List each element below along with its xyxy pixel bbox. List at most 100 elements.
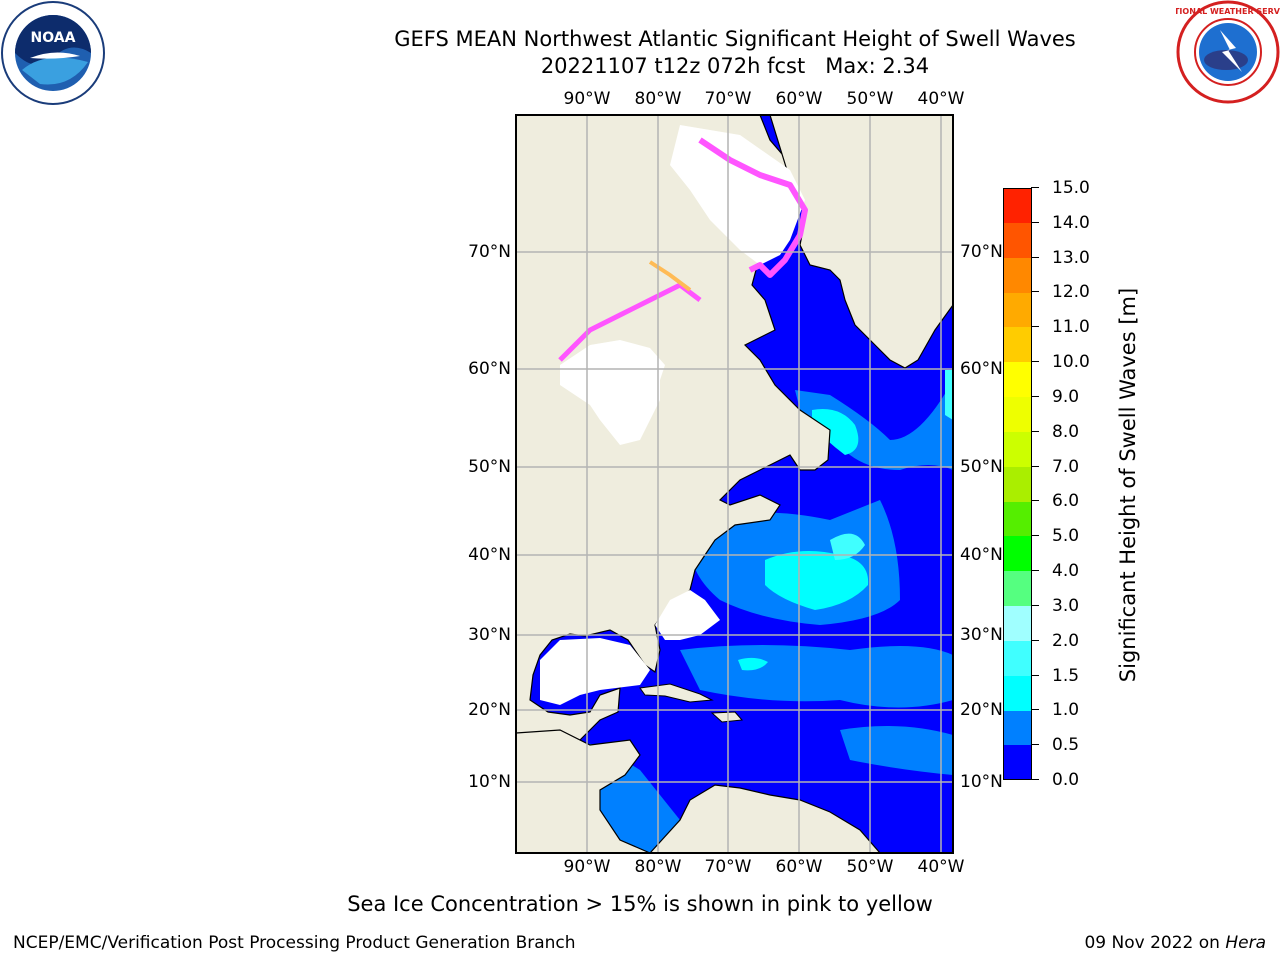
lat-label-right: 20°N <box>960 700 1003 720</box>
colorbar-tick-label: 7.0 <box>1052 456 1080 477</box>
lon-label-top: 70°W <box>704 89 752 109</box>
colorbar-tick <box>1031 500 1039 502</box>
colorbar-tick <box>1031 326 1039 328</box>
lat-label-left: 10°N <box>468 772 511 792</box>
colorbar-tick <box>1031 604 1039 606</box>
land-south-america <box>649 784 881 853</box>
colorbar-frame <box>1003 188 1032 780</box>
colorbar-segment <box>1003 362 1032 398</box>
lon-label-bottom: 80°W <box>634 857 682 877</box>
colorbar-tick-label: 2.0 <box>1052 630 1080 651</box>
colorbar-tick-label: 0.0 <box>1052 770 1080 790</box>
colorbar-tick <box>1031 744 1039 746</box>
swell-band-1-0 <box>738 657 768 671</box>
sea-ice-foxe <box>648 260 692 292</box>
colorbar-segment <box>1003 745 1032 781</box>
colorbar-tick-label: 13.0 <box>1052 247 1090 268</box>
lat-label-left: 40°N <box>468 545 511 565</box>
swell-band-1-5 <box>830 533 865 560</box>
colorbar-segment <box>1003 501 1032 537</box>
colorbar-tick-label: 1.0 <box>1052 700 1080 721</box>
lat-label-right: 60°N <box>960 359 1003 379</box>
lon-label-top: 80°W <box>634 89 682 109</box>
lon-label-bottom: 40°W <box>917 857 965 877</box>
colorbar-segment <box>1003 431 1032 467</box>
colorbar-segment <box>1003 466 1032 502</box>
colorbar-tick <box>1031 709 1039 711</box>
colorbar-tick-label: 0.5 <box>1052 735 1080 756</box>
colorbar-segment <box>1003 188 1032 223</box>
colorbar-tick-label: 3.0 <box>1052 595 1080 616</box>
footer-branch: NCEP/EMC/Verification Post Processing Pr… <box>13 933 576 953</box>
nws-logo: NATIONAL WEATHER SERVICE <box>1176 0 1280 104</box>
sea-ice-caption: Sea Ice Concentration > 15% is shown in … <box>347 892 933 916</box>
colorbar-tick-label: 12.0 <box>1052 282 1090 303</box>
lat-label-right: 40°N <box>960 545 1003 565</box>
lon-label-top: 60°W <box>775 89 823 109</box>
lat-label-left: 30°N <box>468 625 511 645</box>
lon-label-top: 50°W <box>846 89 894 109</box>
colorbar-tick-label: 6.0 <box>1052 491 1080 512</box>
colorbar-segment <box>1003 327 1032 363</box>
no-data-atlantic-coast <box>655 590 720 640</box>
map-frame <box>515 114 954 854</box>
lat-label-right: 30°N <box>960 625 1003 645</box>
lat-label-right: 10°N <box>960 772 1003 792</box>
colorbar-tick-label: 14.0 <box>1052 212 1090 233</box>
colorbar-tick <box>1031 187 1039 188</box>
lat-label-left: 20°N <box>468 700 511 720</box>
colorbar <box>1003 188 1032 781</box>
no-data-baffin <box>670 125 805 265</box>
lon-label-bottom: 60°W <box>775 857 823 877</box>
swell-band-0-5 <box>840 726 953 775</box>
colorbar-tick <box>1031 256 1039 258</box>
noaa-logo: NOAA <box>1 1 105 105</box>
lat-label-left: 60°N <box>468 359 511 379</box>
noaa-logo-text: NOAA <box>31 30 76 46</box>
colorbar-tick <box>1031 221 1039 223</box>
colorbar-segment <box>1003 571 1032 607</box>
lon-label-bottom: 50°W <box>846 857 894 877</box>
nws-logo-text: NATIONAL WEATHER SERVICE <box>1176 7 1280 16</box>
swell-band-1-0 <box>765 551 869 610</box>
swell-band-1-5 <box>945 370 953 420</box>
colorbar-tick-label: 11.0 <box>1052 317 1090 338</box>
colorbar-tick <box>1031 639 1039 641</box>
lat-label-left: 70°N <box>468 242 511 262</box>
colorbar-segment <box>1003 605 1032 641</box>
colorbar-segment <box>1003 396 1032 432</box>
colorbar-tick <box>1031 570 1039 572</box>
colorbar-segment <box>1003 257 1032 293</box>
colorbar-segment <box>1003 640 1032 676</box>
swell-band-0-5 <box>795 380 953 470</box>
colorbar-tick-label: 5.0 <box>1052 526 1080 547</box>
colorbar-tick <box>1031 430 1039 432</box>
lon-label-top: 40°W <box>917 89 965 109</box>
colorbar-tick <box>1031 361 1039 363</box>
sea-ice-baffin <box>698 137 808 278</box>
lat-label-right: 50°N <box>960 457 1003 477</box>
lon-label-top: 90°W <box>563 89 611 109</box>
colorbar-tick-label: 4.0 <box>1052 561 1080 582</box>
no-data-gulf-of-mexico <box>540 638 650 705</box>
footer-date: 09 Nov 2022 on Hera <box>1084 933 1266 953</box>
chart-title: GEFS MEAN Northwest Atlantic Significant… <box>394 27 1076 51</box>
lat-label-left: 50°N <box>468 457 511 477</box>
colorbar-segment <box>1003 222 1032 258</box>
colorbar-tick <box>1031 291 1039 293</box>
colorbar-tick-label: 9.0 <box>1052 386 1080 407</box>
colorbar-segment <box>1003 675 1032 711</box>
colorbar-tick <box>1031 465 1039 467</box>
colorbar-tick <box>1031 535 1039 537</box>
colorbar-tick-label: 10.0 <box>1052 352 1090 373</box>
colorbar-tick <box>1031 779 1039 780</box>
colorbar-tick-label: 8.0 <box>1052 421 1080 442</box>
forecast-subtitle: 20221107 t12z 072h fcst Max: 2.34 <box>540 54 930 78</box>
colorbar-segment <box>1003 292 1032 328</box>
colorbar-segment <box>1003 536 1032 572</box>
colorbar-tick <box>1031 674 1039 676</box>
graticule <box>516 115 953 853</box>
lon-label-bottom: 70°W <box>704 857 752 877</box>
lat-label-right: 70°N <box>960 242 1003 262</box>
